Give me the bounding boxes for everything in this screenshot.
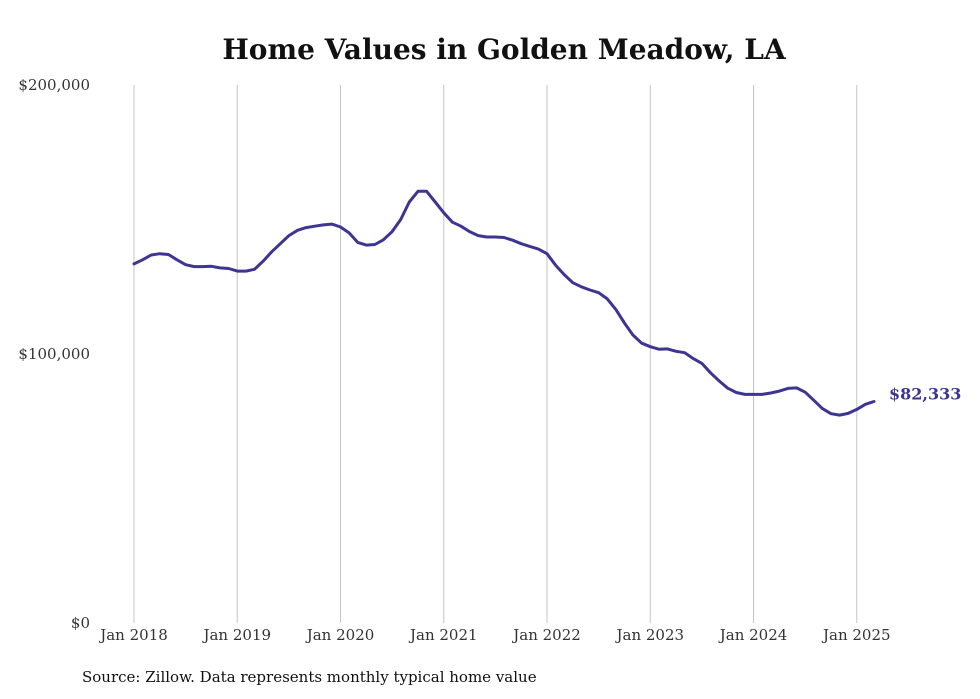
series-line	[132, 189, 876, 417]
chart-title: Home Values in Golden Meadow, LA	[222, 33, 787, 66]
source-note: Source: Zillow. Data represents monthly …	[82, 668, 537, 686]
y-tick-label: $100,000	[18, 345, 90, 363]
y-axis-tick-labels: $200,000 $100,000 $0	[18, 76, 90, 632]
x-tick-label: Jan 2025	[821, 626, 891, 644]
x-tick-label: Jan 2020	[305, 626, 375, 644]
vertical-gridlines	[133, 85, 858, 623]
x-tick-label: Jan 2019	[201, 626, 271, 644]
x-tick-label: Jan 2023	[614, 626, 684, 644]
x-tick-label: Jan 2021	[408, 626, 478, 644]
x-tick-label: Jan 2022	[511, 626, 581, 644]
x-tick-label: Jan 2018	[98, 626, 168, 644]
x-axis-tick-labels: Jan 2018 Jan 2019 Jan 2020 Jan 2021 Jan 2022…	[98, 626, 890, 644]
x-tick-label: Jan 2024	[718, 626, 788, 644]
end-value-label: $82,333	[889, 385, 961, 404]
y-tick-label: $0	[71, 614, 90, 632]
y-tick-label: $200,000	[18, 76, 90, 94]
